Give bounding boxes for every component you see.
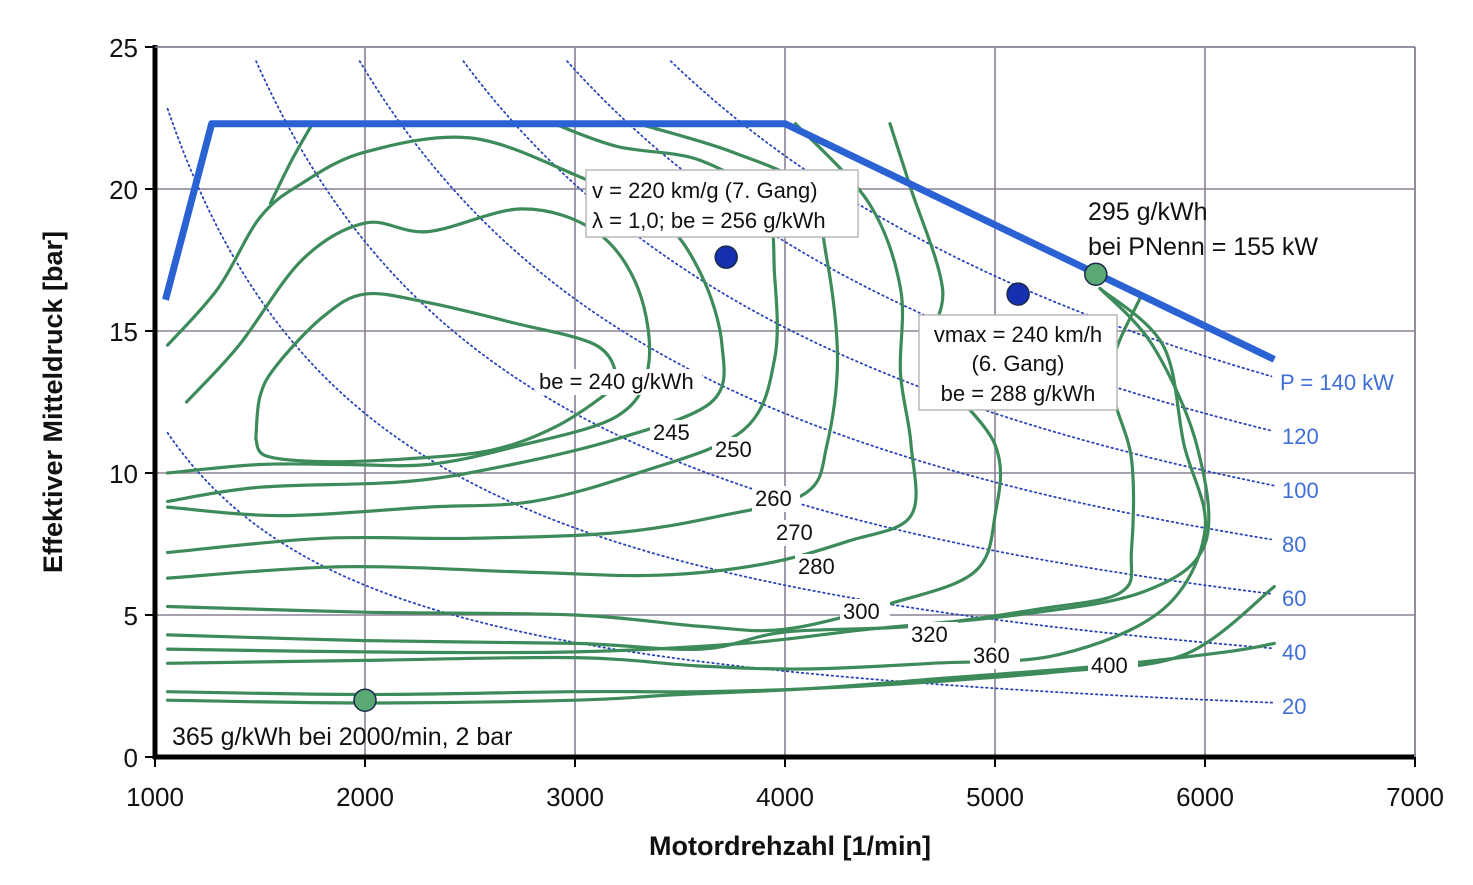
annotation-low-load: 365 g/kWh bei 2000/min, 2 bar	[172, 723, 512, 751]
x-tick-label: 7000	[1386, 782, 1444, 812]
contour-label-360: 360	[973, 643, 1010, 668]
operating-point-blue	[1006, 282, 1030, 306]
y-tick-label: 20	[109, 175, 138, 205]
axes	[145, 45, 1416, 767]
y-tick-label: 25	[109, 33, 138, 63]
annotation-box-vmax: vmax = 240 km/h (6. Gang) be = 288 g/kWh	[918, 314, 1118, 411]
annotation-line: v = 220 km/g (7. Gang)	[592, 178, 818, 203]
annotation-line: bei PNenn = 155 kW	[1088, 233, 1318, 261]
bsfc-contour-11	[166, 641, 1276, 705]
annotation-box-frame	[918, 314, 1118, 411]
power-line-20kw	[166, 431, 1274, 704]
x-tick-label: 4000	[756, 782, 814, 812]
y-axis-title: Effektiver Mitteldruck [bar]	[38, 231, 68, 573]
x-tick-labels: 1000 2000 3000 4000 5000 6000 7000	[126, 782, 1444, 812]
bsfc-contour-360	[166, 286, 1208, 671]
bsfc-contour-260	[268, 122, 315, 205]
x-tick-label: 2000	[336, 782, 394, 812]
annotation-line: λ = 1,0; be = 256 g/kWh	[592, 208, 826, 233]
power-label-40: 40	[1282, 640, 1306, 665]
power-label-60: 60	[1282, 586, 1306, 611]
annotation-rated-power: 295 g/kWh bei PNenn = 155 kW	[1088, 198, 1318, 261]
annotation-box-220kmh: v = 220 km/g (7. Gang) λ = 1,0; be = 256…	[585, 169, 859, 238]
annotation-box-frame	[585, 169, 859, 238]
contour-label-bg	[650, 420, 698, 446]
annotation-line: (6. Gang)	[972, 351, 1065, 376]
y-tick-label: 10	[109, 459, 138, 489]
contour-label-270: 270	[776, 520, 813, 545]
contour-label-bg	[712, 437, 760, 463]
power-label-20: 20	[1282, 694, 1306, 719]
contour-label-bg	[536, 369, 702, 395]
full-load-curve	[162, 120, 1276, 363]
contour-label-245: 245	[653, 420, 690, 445]
power-label-120: 120	[1282, 424, 1319, 449]
bsfc-contour-300	[166, 122, 1003, 633]
y-tick-label: 0	[124, 743, 138, 773]
operating-point-green	[353, 688, 377, 712]
annotation-line: be = 288 g/kWh	[941, 381, 1096, 406]
contour-label-400: 400	[1091, 653, 1128, 678]
y-tick-label: 15	[109, 317, 138, 347]
contour-label-bg	[908, 622, 958, 648]
annotation-line: vmax = 240 km/h	[934, 322, 1102, 347]
bsfc-contour-260	[166, 122, 779, 518]
power-line-140kw	[669, 60, 1273, 378]
contour-label-240: be = 240 g/kWh	[539, 369, 694, 394]
contour-label-bg	[795, 554, 843, 580]
y-tick-label: 5	[124, 601, 138, 631]
x-axis-title: Motordrehzahl [1/min]	[649, 831, 931, 861]
power-line-80kw	[358, 60, 1272, 541]
annotation-line: 295 g/kWh	[1088, 198, 1208, 226]
power-label-100: 100	[1282, 478, 1319, 503]
y-tick-labels: 0 5 10 15 20 25	[109, 33, 138, 773]
bsfc-contour-250	[166, 135, 726, 503]
contour-label-bg	[752, 486, 800, 512]
operating-point-blue	[714, 245, 738, 269]
contour-label-bg	[1088, 653, 1138, 679]
contour-label-250: 250	[715, 437, 752, 462]
contour-label-320: 320	[911, 622, 948, 647]
contour-label-bg	[970, 643, 1020, 669]
contour-label-280: 280	[798, 554, 835, 579]
x-tick-label: 1000	[126, 782, 184, 812]
plot-content	[162, 60, 1276, 712]
bsfc-contour-280	[166, 122, 918, 580]
power-label-80: 80	[1282, 532, 1306, 557]
bsfc-contour-245	[166, 207, 652, 475]
x-tick-label: 6000	[1176, 782, 1234, 812]
contour-label-260: 260	[755, 486, 792, 511]
power-label-140: P = 140 kW	[1280, 370, 1394, 395]
power-line-labels: P = 140 kW 120 100 80 60 40 20	[1280, 370, 1394, 719]
contour-label-300: 300	[843, 599, 880, 624]
contour-label-bg	[773, 520, 821, 546]
contour-label-bg	[840, 599, 890, 625]
x-tick-label: 5000	[966, 782, 1024, 812]
bsfc-contour-240	[254, 292, 620, 464]
contour-labels: be = 240 g/kWh 245 250 260 270 280 300 3…	[536, 369, 1138, 679]
operating-point-green	[1084, 262, 1108, 286]
x-tick-label: 3000	[546, 782, 604, 812]
